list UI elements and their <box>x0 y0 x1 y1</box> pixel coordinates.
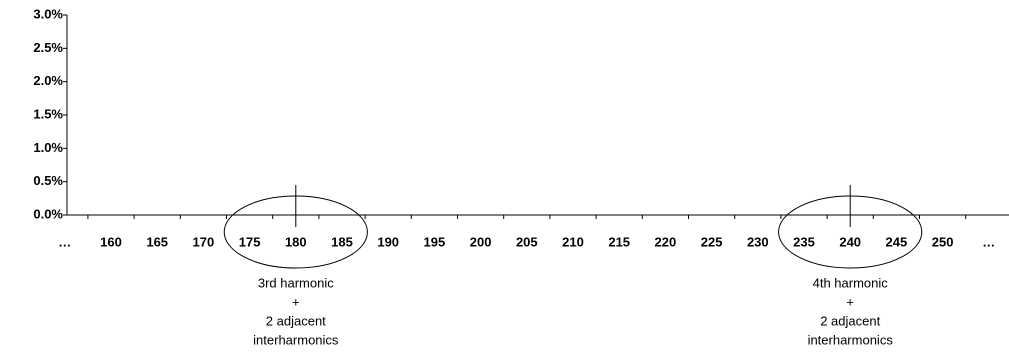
x-tick-label: 180 <box>285 234 307 249</box>
x-tick-label: 250 <box>932 234 954 249</box>
highlight-ellipse <box>223 195 368 269</box>
y-tick-label: 1.5% <box>33 106 63 121</box>
annotation: + <box>292 294 300 309</box>
annotation: 2 adjacent <box>266 313 326 328</box>
x-tick-label: 185 <box>331 234 353 249</box>
y-tick-label: 0.0% <box>33 206 63 221</box>
y-tick-label: 0.5% <box>33 173 63 188</box>
highlight-ellipse <box>778 195 923 269</box>
y-tick-label: 2.0% <box>33 73 63 88</box>
annotation: 4th harmonic <box>813 275 889 290</box>
y-tick-label: 1.0% <box>33 140 63 155</box>
x-tick-label: 220 <box>655 234 677 249</box>
annotation: 3rd harmonic <box>258 275 334 290</box>
x-tick-label: 195 <box>424 234 446 249</box>
x-tick-label: 165 <box>146 234 168 249</box>
x-tick-label: 205 <box>516 234 538 249</box>
x-tick-label: 245 <box>886 234 908 249</box>
x-tick-label: 160 <box>100 234 122 249</box>
x-tick-label: 215 <box>608 234 630 249</box>
x-tick-label: 190 <box>377 234 399 249</box>
annotation: interharmonics <box>808 332 894 347</box>
x-tick-label: 235 <box>793 234 815 249</box>
y-tick-label: 3.0% <box>33 6 63 21</box>
x-tick-label: 210 <box>562 234 584 249</box>
x-tick-label: 200 <box>470 234 492 249</box>
x-tick-label: 240 <box>839 234 861 249</box>
annotation: + <box>846 294 854 309</box>
annotation: interharmonics <box>253 332 339 347</box>
annotation: 2 adjacent <box>820 313 880 328</box>
x-tick-label: … <box>58 234 71 249</box>
x-tick-label: … <box>982 234 995 249</box>
x-tick-label: 230 <box>747 234 769 249</box>
x-tick-label: 170 <box>193 234 215 249</box>
x-tick-label: 225 <box>701 234 723 249</box>
y-tick-label: 2.5% <box>33 40 63 55</box>
x-tick-label: 175 <box>239 234 261 249</box>
